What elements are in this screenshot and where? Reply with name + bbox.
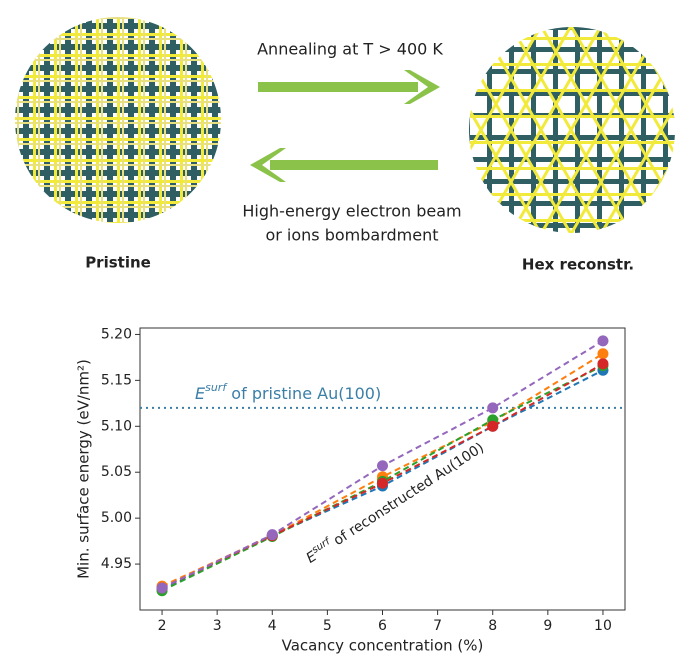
point — [377, 460, 388, 472]
point — [487, 402, 499, 414]
point — [597, 335, 609, 347]
series-line — [161, 364, 604, 592]
pristine-lattice — [15, 17, 221, 223]
x-tick-label: 10 — [594, 618, 612, 634]
backward-label: or ions bombardment — [265, 226, 438, 245]
text: of reconstructed Au(100) — [327, 440, 487, 552]
arrows — [250, 70, 440, 182]
x-tick-label: 8 — [488, 618, 497, 634]
point — [377, 477, 388, 489]
caption: Hex reconstr. — [522, 256, 634, 274]
point — [597, 348, 609, 360]
superscript: surf — [205, 381, 228, 394]
x-tick-label: 9 — [543, 618, 552, 634]
y-tick-label: 5.00 — [101, 510, 132, 526]
x-tick-label: 3 — [213, 618, 222, 634]
x-tick-label: 2 — [158, 618, 167, 634]
point — [597, 358, 609, 370]
y-tick-label: 5.15 — [101, 372, 132, 388]
text: of pristine Au(100) — [226, 383, 381, 402]
reference-label: Esurf of pristine Au(100) — [195, 381, 381, 403]
forward-label: Annealing at T > 400 K — [257, 40, 443, 59]
x-tick-label: 6 — [378, 618, 387, 634]
y-axis-label: Min. surface energy (eV/nm²) — [75, 359, 93, 579]
symbol: E — [195, 383, 206, 402]
y-tick-label: 5.10 — [101, 418, 132, 434]
backward-label: High-energy electron beam — [242, 202, 461, 221]
point — [266, 529, 278, 541]
y-tick-label: 4.95 — [101, 556, 132, 572]
caption: Pristine — [85, 254, 151, 272]
point — [156, 582, 168, 594]
y-tick-label: 5.20 — [101, 326, 132, 342]
chart: 2 3 4 5 6 7 8 9 10 4.95 5.00 5.05 5.10 5.15 5.20 Vacanc… — [75, 326, 626, 655]
y-tick-label: 5.05 — [101, 464, 132, 480]
x-tick-label: 4 — [268, 618, 277, 634]
x-axis-label: Vacancy concentration (%) — [282, 637, 484, 655]
x-tick-label: 5 — [323, 618, 332, 634]
x-tick-label: 7 — [433, 618, 442, 634]
annotation: Esurf of reconstructed Au(100) — [303, 438, 487, 567]
point — [487, 420, 499, 432]
hex-lattice — [469, 27, 675, 233]
